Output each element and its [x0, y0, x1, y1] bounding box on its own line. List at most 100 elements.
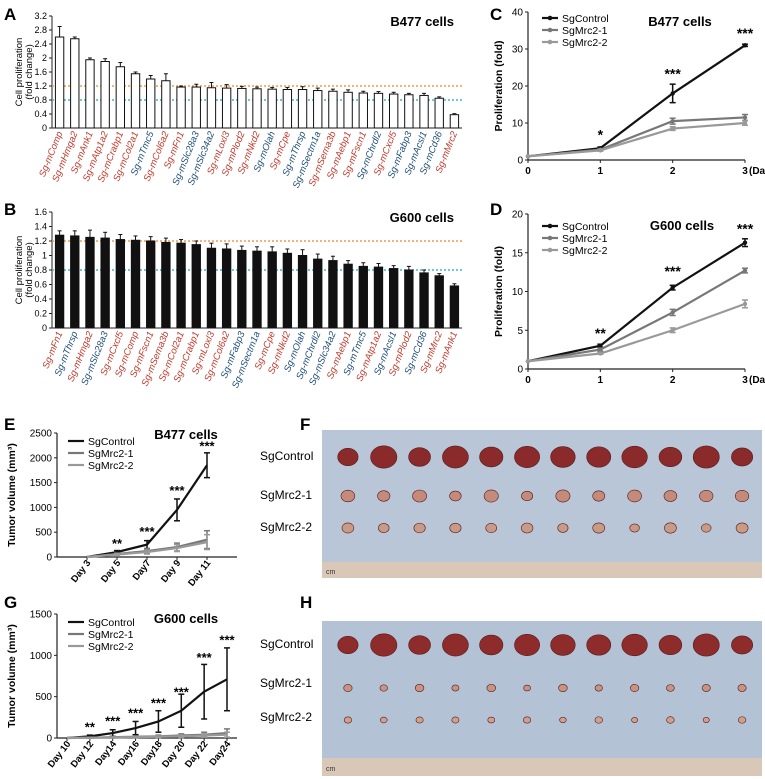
panel-f-tumor-photo: cm	[322, 430, 762, 578]
photo-f-ruler-label: cm	[326, 569, 336, 576]
chart-e-y-tick-label: 1000	[30, 503, 53, 514]
chart-a-y-tick-label: 1.6	[34, 67, 47, 77]
chart-b-bar	[404, 269, 414, 329]
chart-c-data-point	[670, 126, 675, 131]
chart-b-y-label-line2: (fold change)	[24, 242, 35, 297]
chart-g-x-tick-label: Day 22	[183, 739, 211, 770]
photo-f-tumor	[337, 448, 359, 466]
panel-letter-d: D	[490, 200, 502, 219]
photo-h-ruler-label: cm	[326, 766, 336, 773]
chart-c-legend-marker	[547, 27, 553, 33]
chart-a-y-label-line1: Cell proliferation	[14, 38, 25, 107]
photo-f-tumor	[592, 522, 606, 534]
chart-b-bar	[373, 266, 384, 329]
panel-letter-e: E	[4, 415, 15, 434]
photo-f-tumor	[701, 523, 712, 533]
chart-a-bar	[404, 94, 414, 129]
chart-d-y-tick-label: 10	[512, 287, 524, 298]
chart-d-data-point	[670, 310, 675, 315]
chart-c-x-unit: (Day)	[749, 166, 765, 177]
chart-c-significance-marker: ***	[737, 25, 754, 41]
chart-g-legend-label: SgMrc2-2	[88, 641, 134, 653]
photo-f-tumor	[378, 523, 390, 533]
chart-b-bar	[176, 242, 186, 329]
chart-a-bar	[343, 91, 353, 129]
photo-f-row-label-mrc2-1: SgMrc2-1	[260, 488, 312, 502]
chart-e-x-tick-label: Day 3	[69, 558, 93, 585]
chart-g-x-tick-label: Day 20	[160, 739, 188, 770]
photo-f-tumor	[408, 447, 431, 467]
chart-d-legend-label: SgMrc2-1	[562, 233, 608, 245]
photo-h-tumor	[629, 684, 640, 692]
photo-h-tumor	[414, 684, 425, 692]
chart-a-y-tick-label: 2.8	[34, 25, 47, 35]
chart-d-data-point	[598, 351, 603, 356]
chart-a-bar	[161, 80, 171, 129]
photo-f-tumor	[557, 523, 569, 533]
photo-h-tumor	[343, 684, 353, 692]
chart-g-significance-marker: ***	[197, 650, 213, 665]
chart-a-y-tick-label: 3.2	[34, 11, 47, 21]
chart-c-x-tick-label: 3	[742, 166, 748, 177]
chart-c-data-point	[598, 148, 603, 153]
photo-f-tumor	[621, 445, 648, 469]
chart-e-x-tick-label: Day 11	[186, 558, 214, 589]
photo-f-tumor	[521, 490, 534, 502]
chart-a-bar	[373, 92, 384, 129]
photo-h-tumor	[586, 634, 612, 656]
chart-e-significance-marker: ***	[139, 524, 155, 539]
photo-h-ruler	[322, 758, 762, 776]
photo-h-row-label-control: SgControl	[260, 637, 313, 651]
photo-h-tumor	[558, 683, 568, 693]
chart-d-y-tick-label: 5	[517, 326, 523, 337]
chart-b-bar	[419, 272, 429, 329]
chart-b-bar	[434, 275, 444, 329]
chart-a-y-tick-label: 0	[42, 123, 47, 133]
chart-a-bar	[252, 88, 262, 129]
chart-b-bar	[100, 237, 110, 329]
chart-c-data-point	[670, 91, 675, 96]
chart-c-data-point	[742, 43, 748, 48]
photo-h-tumor	[379, 684, 388, 692]
panel-b-bar-chart: 0 0.2 0.4 0.6 0.8 1 1.2 1.4 1.6 Cell proliferatio…	[14, 207, 462, 390]
chart-a-bar	[70, 38, 80, 129]
photo-f-tumor	[555, 489, 571, 503]
chart-b-y-tick-label: 0.6	[34, 280, 47, 290]
chart-a-bar	[221, 87, 232, 129]
photo-h-tumor	[487, 716, 496, 724]
chart-b-y-tick-label: 0.2	[34, 309, 47, 319]
chart-d-data-point	[742, 301, 748, 307]
chart-d-x-tick-label: 1	[598, 375, 604, 386]
photo-h-tumor	[451, 684, 460, 692]
chart-e-significance-marker: **	[112, 536, 123, 551]
photo-f-tumor	[520, 522, 534, 534]
chart-b-bar	[313, 258, 323, 329]
chart-c-y-label: Proliferation (fold)	[493, 41, 505, 132]
chart-a-y-tick-label: 2	[42, 53, 47, 63]
chart-b-bar	[115, 239, 126, 329]
photo-h-tumor	[337, 636, 359, 654]
photo-h-tumor	[523, 684, 531, 692]
chart-b-bar	[146, 240, 156, 329]
chart-c-x-tick-label: 1	[598, 166, 604, 177]
chart-d-y-tick-label: 15	[512, 248, 524, 259]
chart-d-legend-marker	[547, 247, 553, 253]
chart-a-bar	[130, 73, 141, 129]
chart-d-data-point	[742, 268, 748, 273]
chart-b-bar	[449, 285, 460, 329]
chart-b-bar	[328, 260, 338, 329]
chart-c-data-point	[742, 120, 748, 126]
photo-h-tumor	[658, 635, 683, 655]
chart-e-y-tick-label: 0	[46, 553, 52, 564]
chart-a-bar	[328, 90, 338, 129]
photo-f-tumor	[629, 523, 640, 533]
photo-f-tumor	[699, 489, 714, 503]
chart-e-x-tick-label: Day 9	[159, 558, 183, 585]
chart-e-y-tick-label: 500	[35, 528, 52, 539]
chart-d-data-point	[742, 240, 748, 245]
chart-a-bar	[100, 61, 110, 129]
chart-e-y-tick-label: 2500	[30, 429, 53, 440]
chart-d-y-tick-label: 0	[517, 365, 523, 376]
